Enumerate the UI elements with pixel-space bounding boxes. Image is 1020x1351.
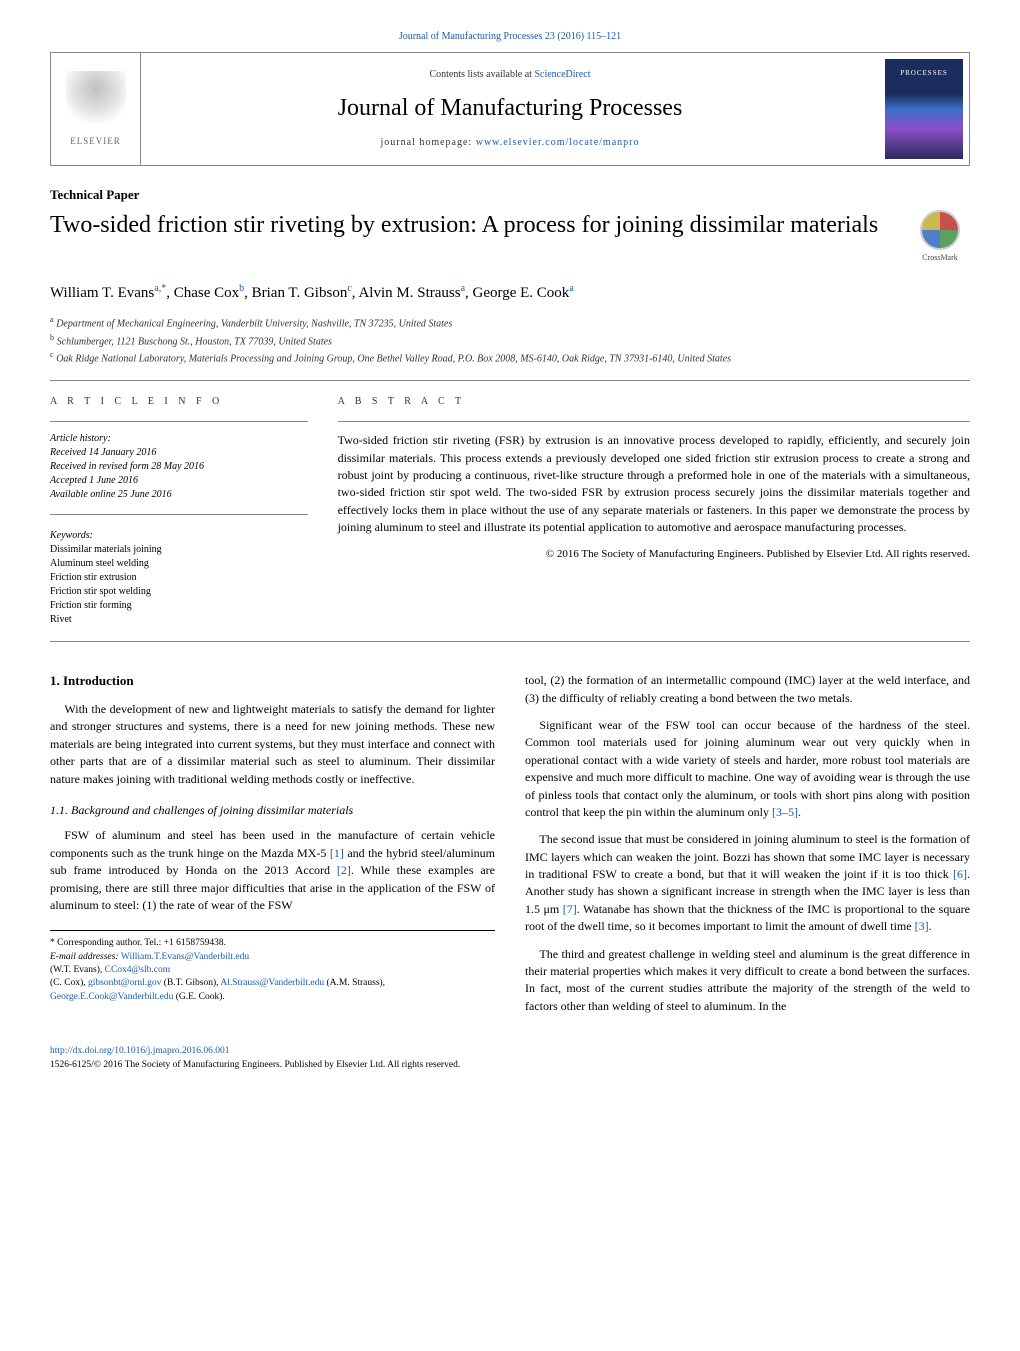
emails-line-3: (C. Cox), gibsonbt@ornl.gov (B.T. Gibson…	[50, 977, 495, 990]
journal-cover-icon	[885, 59, 963, 159]
ref-3-5[interactable]: [3–5]	[772, 805, 798, 819]
history-block: Article history: Received 14 January 201…	[50, 432, 308, 502]
info-abstract-row: a r t i c l e i n f o Article history: R…	[50, 395, 970, 627]
sciencedirect-link[interactable]: ScienceDirect	[534, 69, 590, 80]
kw-1: Aluminum steel welding	[50, 557, 308, 571]
homepage-line: journal homepage: www.elsevier.com/locat…	[149, 136, 871, 150]
affil-b: b Schlumberger, 1121 Buschong St., Houst…	[50, 332, 970, 349]
email-2-who: (C. Cox),	[50, 978, 88, 988]
ref-6[interactable]: [6]	[953, 867, 967, 881]
header-citation: Journal of Manufacturing Processes 23 (2…	[50, 30, 970, 44]
author-4-sup: a	[569, 283, 573, 294]
p-imc: The second issue that must be considered…	[525, 831, 970, 935]
elsevier-logo-cell: ELSEVIER	[51, 53, 141, 165]
email-4[interactable]: Al.Strauss@Vanderbilt.edu	[220, 978, 324, 988]
rule-info	[50, 421, 308, 422]
kw-2: Friction stir extrusion	[50, 571, 308, 585]
abstract-text: Two-sided friction stir riveting (FSR) b…	[338, 432, 970, 536]
page-footer: http://dx.doi.org/10.1016/j.jmapro.2016.…	[50, 1045, 970, 1072]
crossmark-label: CrossMark	[922, 252, 958, 263]
history-3: Available online 25 June 2016	[50, 488, 308, 502]
author-1: Chase Cox	[174, 285, 239, 301]
history-2: Accepted 1 June 2016	[50, 474, 308, 488]
email-1[interactable]: CCox4@slb.com	[105, 965, 171, 975]
ref-3[interactable]: [3]	[915, 919, 929, 933]
history-1: Received in revised form 28 May 2016	[50, 460, 308, 474]
emails-line-4: George.E.Cook@Vanderbilt.edu (G.E. Cook)…	[50, 991, 495, 1004]
p-third: The third and greatest challenge in weld…	[525, 946, 970, 1016]
email-0[interactable]: William.T.Evans@Vanderbilt.edu	[121, 952, 249, 962]
affil-c: c Oak Ridge National Laboratory, Materia…	[50, 349, 970, 366]
rule-abstract	[338, 421, 970, 422]
keywords-head: Keywords:	[50, 529, 308, 543]
issn-line: 1526-6125/© 2016 The Society of Manufact…	[50, 1059, 970, 1072]
body-columns: 1. Introduction With the development of …	[50, 672, 970, 1015]
doi-link[interactable]: http://dx.doi.org/10.1016/j.jmapro.2016.…	[50, 1046, 230, 1056]
author-1-sup: b	[239, 283, 244, 294]
journal-name: Journal of Manufacturing Processes	[149, 92, 871, 126]
journal-header-box: ELSEVIER Contents lists available at Sci…	[50, 52, 970, 166]
paper-type: Technical Paper	[50, 186, 970, 204]
kw-4: Friction stir forming	[50, 599, 308, 613]
email-5-who: (G.E. Cook).	[173, 992, 224, 1002]
article-info-label: a r t i c l e i n f o	[50, 395, 308, 409]
author-3: Alvin M. Strauss	[358, 285, 460, 301]
contents-prefix: Contents lists available at	[429, 69, 534, 80]
affiliations: a Department of Mechanical Engineering, …	[50, 314, 970, 366]
abstract-copyright: © 2016 The Society of Manufacturing Engi…	[338, 547, 970, 562]
h-background: 1.1. Background and challenges of joinin…	[50, 802, 495, 819]
emails-line-2: (W.T. Evans), CCox4@slb.com	[50, 964, 495, 977]
rule-keywords	[50, 514, 308, 515]
affil-a: a Department of Mechanical Engineering, …	[50, 314, 970, 331]
ref-2[interactable]: [2]	[337, 863, 351, 877]
author-4: George E. Cook	[473, 285, 570, 301]
author-2: Brian T. Gibson	[252, 285, 348, 301]
email-3[interactable]: gibsonbt@ornl.gov	[88, 978, 161, 988]
email-3-who: (B.T. Gibson),	[161, 978, 220, 988]
emails-line: E-mail addresses: William.T.Evans@Vander…	[50, 951, 495, 964]
footnotes: * Corresponding author. Tel.: +1 6158759…	[50, 930, 495, 1003]
homepage-prefix: journal homepage:	[381, 137, 476, 148]
email-5[interactable]: George.E.Cook@Vanderbilt.edu	[50, 992, 173, 1002]
author-2-sup: c	[347, 283, 351, 294]
author-0-sup: a,*	[154, 283, 166, 294]
elsevier-label: ELSEVIER	[70, 135, 121, 148]
ref-1[interactable]: [1]	[330, 846, 344, 860]
rule-top	[50, 380, 970, 381]
kw-5: Rivet	[50, 613, 308, 627]
p-intro: With the development of new and lightwei…	[50, 701, 495, 788]
kw-3: Friction stir spot welding	[50, 585, 308, 599]
p-wear: Significant wear of the FSW tool can occ…	[525, 717, 970, 821]
elsevier-tree-icon	[66, 71, 126, 131]
crossmark-icon	[920, 210, 960, 250]
history-0: Received 14 January 2016	[50, 446, 308, 460]
abstract-label: a b s t r a c t	[338, 395, 970, 409]
keywords-block: Keywords: Dissimilar materials joining A…	[50, 529, 308, 627]
authors-line: William T. Evansa,*, Chase Coxb, Brian T…	[50, 282, 970, 304]
journal-cover-cell	[879, 53, 969, 165]
email-4-who: (A.M. Strauss),	[324, 978, 385, 988]
title-row: Two-sided friction stir riveting by extr…	[50, 210, 970, 270]
contents-line: Contents lists available at ScienceDirec…	[149, 68, 871, 82]
corresponding-author: * Corresponding author. Tel.: +1 6158759…	[50, 937, 495, 950]
paper-title: Two-sided friction stir riveting by extr…	[50, 210, 910, 240]
author-3-sup: a	[461, 283, 465, 294]
history-head: Article history:	[50, 432, 308, 446]
kw-0: Dissimilar materials joining	[50, 543, 308, 557]
crossmark-badge[interactable]: CrossMark	[910, 210, 970, 270]
email-label: E-mail addresses:	[50, 952, 121, 962]
p-col2-top: tool, (2) the formation of an intermetal…	[525, 672, 970, 707]
abstract-column: a b s t r a c t Two-sided friction stir …	[338, 395, 970, 627]
author-0: William T. Evans	[50, 285, 154, 301]
rule-bottom	[50, 641, 970, 642]
p-bg1: FSW of aluminum and steel has been used …	[50, 827, 495, 914]
ref-7[interactable]: [7]	[563, 902, 577, 916]
homepage-link[interactable]: www.elsevier.com/locate/manpro	[476, 137, 640, 148]
header-center: Contents lists available at ScienceDirec…	[141, 53, 879, 165]
h-intro: 1. Introduction	[50, 672, 495, 691]
email-0-who: (W.T. Evans),	[50, 965, 105, 975]
article-info-column: a r t i c l e i n f o Article history: R…	[50, 395, 308, 627]
